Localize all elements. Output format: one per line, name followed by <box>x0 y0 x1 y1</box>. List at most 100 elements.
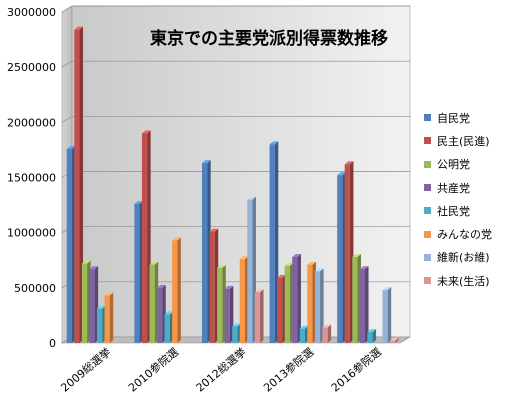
bar-side <box>320 268 324 343</box>
bar <box>164 311 174 343</box>
bar-top <box>239 256 249 260</box>
bar-face <box>134 203 140 343</box>
bars <box>66 26 399 344</box>
legend-swatch <box>424 253 431 261</box>
legend-label: 民主(民進) <box>437 134 490 148</box>
bar <box>322 324 332 343</box>
bar-face <box>269 144 275 343</box>
bar <box>104 292 114 343</box>
bar <box>217 264 226 343</box>
bar <box>277 274 286 343</box>
bar <box>224 285 234 343</box>
bar <box>292 253 301 343</box>
bar <box>314 268 324 343</box>
bar-top <box>352 253 361 257</box>
legend-label: 公明党 <box>437 158 470 172</box>
bar-top <box>367 328 377 332</box>
bar <box>96 305 106 343</box>
bar <box>344 161 354 343</box>
bar-top <box>292 253 301 257</box>
legend-label: みんなの党 <box>437 228 492 242</box>
bar-side <box>177 237 181 343</box>
gridline <box>61 5 410 13</box>
bar-face <box>299 328 305 343</box>
bar-top <box>359 266 369 270</box>
bar-top <box>74 26 84 30</box>
bar-side <box>372 328 377 343</box>
bar-top <box>277 274 286 278</box>
bar <box>390 337 399 343</box>
bar <box>352 253 361 343</box>
bar <box>269 141 279 343</box>
y-axis-ticks: 0 500000 1000000 1500000 2000000 2500000 30000… <box>7 6 56 350</box>
bar-top <box>172 237 181 241</box>
bar-top <box>209 228 219 232</box>
bar-face <box>164 314 170 343</box>
bar-face <box>96 308 103 343</box>
bar-face <box>201 163 208 343</box>
y-tick-label: 0 <box>49 337 56 350</box>
bar <box>74 26 84 344</box>
bar-side <box>395 337 399 343</box>
bar-top <box>284 262 294 266</box>
bar-top <box>307 261 317 265</box>
legend: 自民党 民主(民進) 公明党 共産党 社民党 みんなの党 維新(お維) 未来(生活) <box>424 106 507 292</box>
x-tick-label: 2012総選挙 <box>193 345 249 395</box>
bar-top <box>164 311 174 315</box>
bar <box>382 287 392 343</box>
bar-face <box>277 277 283 343</box>
bar-top <box>254 289 264 293</box>
bar-face <box>382 290 388 343</box>
bar-top <box>337 172 346 176</box>
legend-item: 公明党 <box>424 153 507 176</box>
legend-item: 共産党 <box>424 176 507 199</box>
bar-face <box>239 259 245 343</box>
bar-top <box>269 141 279 145</box>
x-tick-label: 2010参院選 <box>125 345 181 395</box>
bar <box>209 228 219 343</box>
bar <box>134 200 144 343</box>
bar <box>359 266 369 343</box>
bar-face <box>141 133 148 343</box>
legend-swatch <box>424 230 431 238</box>
bar-top <box>390 337 399 341</box>
bar-face <box>254 292 261 343</box>
bar-top <box>224 285 234 289</box>
bar-top <box>232 323 241 327</box>
bar-face <box>74 29 80 344</box>
bar <box>157 284 166 343</box>
legend-label: 未来(生活) <box>437 274 490 288</box>
bar-face <box>344 164 350 343</box>
chart-title: 東京での主要党派別得票数推移 <box>150 28 388 49</box>
x-tick-label: 2016参院選 <box>328 345 384 395</box>
x-tick-label: 2013参院選 <box>261 345 317 395</box>
bar-side <box>365 266 369 343</box>
bar-side <box>327 324 332 343</box>
y-tick-label: 1500000 <box>7 172 56 185</box>
bar <box>307 261 317 343</box>
bar-face <box>359 269 366 343</box>
legend-swatch <box>424 184 431 192</box>
x-tick-label: 2009総選挙 <box>58 345 114 395</box>
bar-face <box>390 340 396 343</box>
bar <box>247 196 256 343</box>
bar <box>299 325 309 343</box>
legend-swatch <box>424 137 431 145</box>
gridline <box>61 60 410 68</box>
y-tick-label: 2500000 <box>7 61 56 74</box>
bar-side <box>109 292 114 343</box>
bar-face <box>157 287 163 343</box>
legend-item: 未来(生活) <box>424 269 507 292</box>
bar-face <box>172 240 178 343</box>
legend-label: 維新(お維) <box>437 251 490 265</box>
bar-top <box>299 325 309 329</box>
bar-face <box>209 231 215 343</box>
bar-top <box>322 324 332 328</box>
bar-face <box>292 256 298 343</box>
bar-top <box>104 292 114 296</box>
bar-face <box>352 256 358 343</box>
bar <box>201 160 211 343</box>
bar-top <box>134 200 144 204</box>
